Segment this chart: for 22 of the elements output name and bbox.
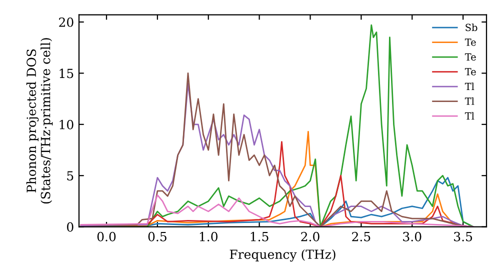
y-tick-label: 5 xyxy=(67,171,74,181)
x-tick-label: 3.0 xyxy=(403,232,422,242)
x-tick-label: 1.0 xyxy=(200,232,218,242)
legend-label: Tl xyxy=(464,97,474,105)
legend-label: Te xyxy=(464,38,476,46)
x-tick-label: 2.5 xyxy=(352,232,370,242)
legend-label: Te xyxy=(464,53,476,61)
x-tick-label: 0.0 xyxy=(97,232,116,242)
y-tick-label: 0 xyxy=(67,222,74,232)
legend-label: Sb xyxy=(466,24,478,32)
legend-label: Te xyxy=(464,68,476,76)
x-tick-label: 2.0 xyxy=(301,232,320,242)
x-axis-title: Frequency (THz) xyxy=(230,249,336,262)
x-tick-label: 1.5 xyxy=(250,232,268,242)
y-axis-title: Phonon projected DOS (States/THz·primitive cell) xyxy=(26,38,53,204)
x-tick-label: 3.5 xyxy=(454,232,472,242)
y-tick-label: 20 xyxy=(59,17,74,27)
x-tick-label: 0.5 xyxy=(148,232,166,242)
y-tick-label: 15 xyxy=(60,68,74,78)
legend-label: Tl xyxy=(464,112,474,120)
y-tick-label: 10 xyxy=(60,120,74,130)
legend-label: Tl xyxy=(464,82,474,90)
